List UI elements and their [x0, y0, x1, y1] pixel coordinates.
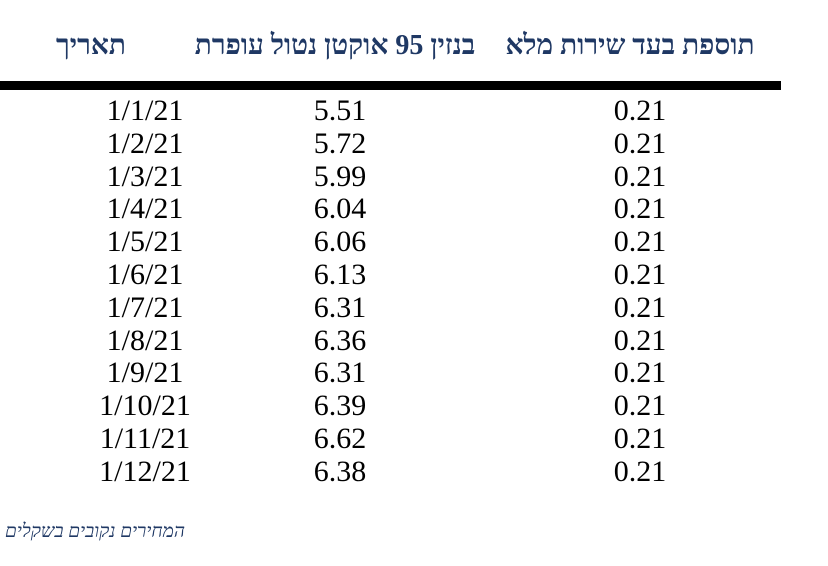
cell-full-service-price: 0.21 — [613, 454, 667, 488]
cell-full-service-price: 0.21 — [613, 356, 667, 390]
cell-date: 1/1/21 — [106, 94, 184, 127]
cell-date: 1/2/21 — [106, 126, 184, 160]
cell-benzin95-price: 5.51 — [313, 94, 367, 127]
table-row: 1/4/21 6.04 0.21 — [0, 193, 828, 226]
cell-date: 1/12/21 — [99, 454, 191, 488]
table-row: 1/9/21 6.31 0.21 — [0, 357, 828, 390]
cell-benzin95-price: 6.06 — [313, 225, 367, 259]
column-header-date: תאריך — [56, 30, 126, 61]
table-row: 1/10/21 6.39 0.21 — [0, 389, 828, 423]
cell-benzin95-price: 5.72 — [313, 126, 367, 160]
cell-benzin95-price: 6.31 — [313, 356, 367, 390]
cell-benzin95-price: 6.04 — [313, 192, 367, 226]
cell-benzin95-price: 6.36 — [313, 323, 367, 357]
table-row: 1/12/21 6.38 0.21 — [0, 454, 828, 489]
table-row: 1/3/21 5.99 0.21 — [0, 159, 828, 194]
cell-full-service-price: 0.21 — [613, 421, 667, 455]
cell-date: 1/4/21 — [106, 192, 184, 226]
cell-benzin95-price: 6.39 — [313, 389, 367, 423]
cell-date: 1/9/21 — [106, 356, 184, 390]
column-header-full-service-supplement: תוספת בעד שירות מלא — [505, 30, 755, 61]
cell-date: 1/11/21 — [99, 421, 191, 455]
cell-benzin95-price: 6.13 — [313, 257, 367, 291]
cell-benzin95-price: 5.99 — [313, 159, 367, 193]
cell-full-service-price: 0.21 — [613, 94, 667, 127]
cell-benzin95-price: 6.31 — [313, 290, 367, 324]
cell-full-service-price: 0.21 — [613, 159, 667, 193]
table-row: 1/7/21 6.31 0.21 — [0, 290, 828, 325]
table-row: 1/6/21 6.13 0.21 — [0, 257, 828, 292]
table-body: 1/1/21 5.51 0.21 1/2/21 5.72 0.21 1/3/21 5.99 0.… — [0, 94, 828, 489]
cell-date: 1/6/21 — [106, 257, 184, 291]
table-row: 1/11/21 6.62 0.21 — [0, 421, 828, 456]
footnote-prices-in-shekels: המחירים נקובים בשקלים — [5, 521, 185, 542]
cell-benzin95-price: 6.62 — [313, 421, 367, 455]
header-rule — [0, 81, 781, 90]
table-row: 1/8/21 6.36 0.21 — [0, 323, 828, 358]
table-row: 1/2/21 5.72 0.21 — [0, 126, 828, 161]
cell-full-service-price: 0.21 — [613, 192, 667, 226]
cell-full-service-price: 0.21 — [613, 389, 667, 423]
cell-full-service-price: 0.21 — [613, 126, 667, 160]
cell-date: 1/7/21 — [106, 290, 184, 324]
table-row: 1/1/21 5.51 0.21 — [0, 94, 828, 128]
cell-date: 1/8/21 — [106, 323, 184, 357]
cell-date: 1/3/21 — [106, 159, 184, 193]
cell-benzin95-price: 6.38 — [313, 454, 367, 488]
cell-full-service-price: 0.21 — [613, 257, 667, 291]
cell-date: 1/5/21 — [106, 225, 184, 259]
table-row: 1/5/21 6.06 0.21 — [0, 225, 828, 259]
cell-date: 1/10/21 — [99, 389, 191, 423]
cell-full-service-price: 0.21 — [613, 290, 667, 324]
column-header-benzin95-unleaded: בנזין 95 אוקטן נטול עופרת — [194, 30, 476, 61]
cell-full-service-price: 0.21 — [613, 323, 667, 357]
cell-full-service-price: 0.21 — [613, 225, 667, 259]
